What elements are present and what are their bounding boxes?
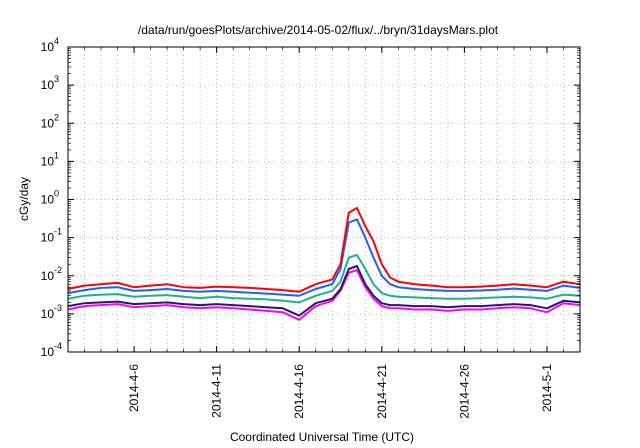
series-line <box>67 218 581 297</box>
x-tick-label: 2014-4-26 <box>457 364 471 419</box>
x-axis: 2014-4-6 2014-4-11 2014-4-16 2014-4-21 2014-… <box>84 47 564 419</box>
y-tick-label: 10 <box>41 193 55 207</box>
x-tick-label: 2014-5-1 <box>540 364 554 412</box>
x-tick-label: 2014-4-16 <box>292 364 306 419</box>
y-tick-exponent: 0 <box>54 189 59 199</box>
y-tick-exponent: 4 <box>54 36 59 46</box>
x-axis-label: Coordinated Universal Time (UTC) <box>230 430 414 444</box>
series-line <box>67 269 581 321</box>
y-tick-label: 10 <box>41 345 55 359</box>
x-tick-label: 2014-4-11 <box>210 364 224 418</box>
y-tick-label: 10 <box>41 307 55 321</box>
x-tick-label: 2014-4-6 <box>127 364 141 412</box>
y-tick-exponent: 2 <box>54 112 59 122</box>
y-tick-exponent: -3 <box>54 303 62 313</box>
y-tick-label: 10 <box>41 231 55 245</box>
y-tick-exponent: -2 <box>54 265 62 275</box>
y-tick-exponent: -4 <box>54 341 62 351</box>
y-tick-label: 10 <box>41 116 55 130</box>
chart-title: /data/run/goesPlots/archive/2014-05-02/f… <box>138 23 499 37</box>
series-line <box>67 207 581 293</box>
y-tick-label: 10 <box>41 40 55 54</box>
y-axis-label: cGy/day <box>17 177 31 221</box>
series-line <box>67 265 581 317</box>
grid <box>68 47 580 352</box>
y-tick-exponent: -1 <box>54 227 62 237</box>
series-line <box>67 254 581 304</box>
y-tick-exponent: 1 <box>54 150 59 160</box>
y-tick-label: 10 <box>41 78 55 92</box>
series-layer <box>67 207 581 321</box>
x-tick-label: 2014-4-21 <box>375 364 389 419</box>
y-tick-label: 10 <box>41 269 55 283</box>
y-tick-exponent: 3 <box>54 74 59 84</box>
y-tick-label: 10 <box>41 154 55 168</box>
